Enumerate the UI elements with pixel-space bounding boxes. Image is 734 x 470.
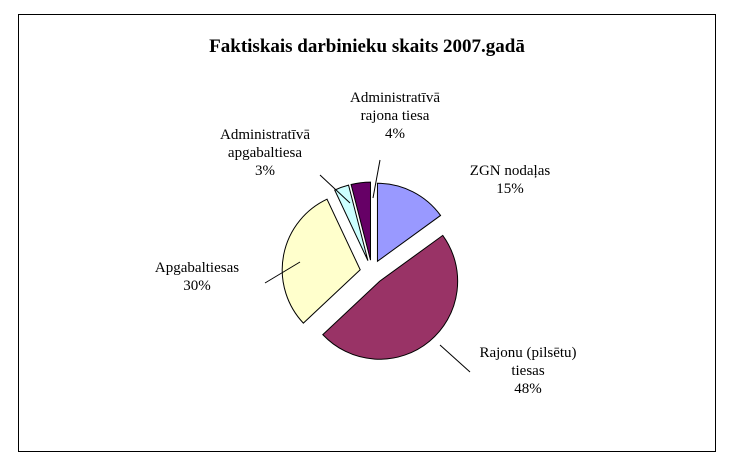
category-label: Rajonu (pilsētu) tiesas xyxy=(479,345,577,379)
slice-label: Apgabaltiesas 30% xyxy=(137,259,257,295)
slice-label: Rajonu (pilsētu) tiesas 48% xyxy=(463,344,593,398)
category-label: Administratīvā apgabaltiesa xyxy=(220,127,310,161)
value-label: 30% xyxy=(183,278,211,294)
leader-lines xyxy=(264,159,471,373)
slice-label: Administratīvā apgabaltiesa 3% xyxy=(210,126,320,180)
leader-line xyxy=(439,344,471,373)
pie-slice xyxy=(322,234,459,360)
leader-line xyxy=(372,159,381,199)
pie-slice xyxy=(350,181,371,261)
leader-line xyxy=(319,174,351,204)
value-label: 48% xyxy=(514,381,542,397)
pie xyxy=(281,181,459,360)
pie-slice xyxy=(376,182,442,263)
slice-label: Administratīvā rajona tiesa 4% xyxy=(340,89,450,143)
pie-slice xyxy=(334,184,369,261)
pie-slice xyxy=(281,198,361,324)
category-label: Apgabaltiesas xyxy=(154,260,240,276)
chart-title: Faktiskais darbinieku skaits 2007.gadā xyxy=(209,36,525,57)
value-label: 15% xyxy=(496,181,524,197)
slice-label: ZGN nodaļas 15% xyxy=(450,162,570,198)
value-label: 4% xyxy=(385,126,405,142)
category-label: ZGN nodaļas xyxy=(469,163,551,179)
leader-line xyxy=(264,261,301,284)
value-label: 3% xyxy=(255,163,275,179)
category-label: Administratīvā rajona tiesa xyxy=(350,90,440,124)
